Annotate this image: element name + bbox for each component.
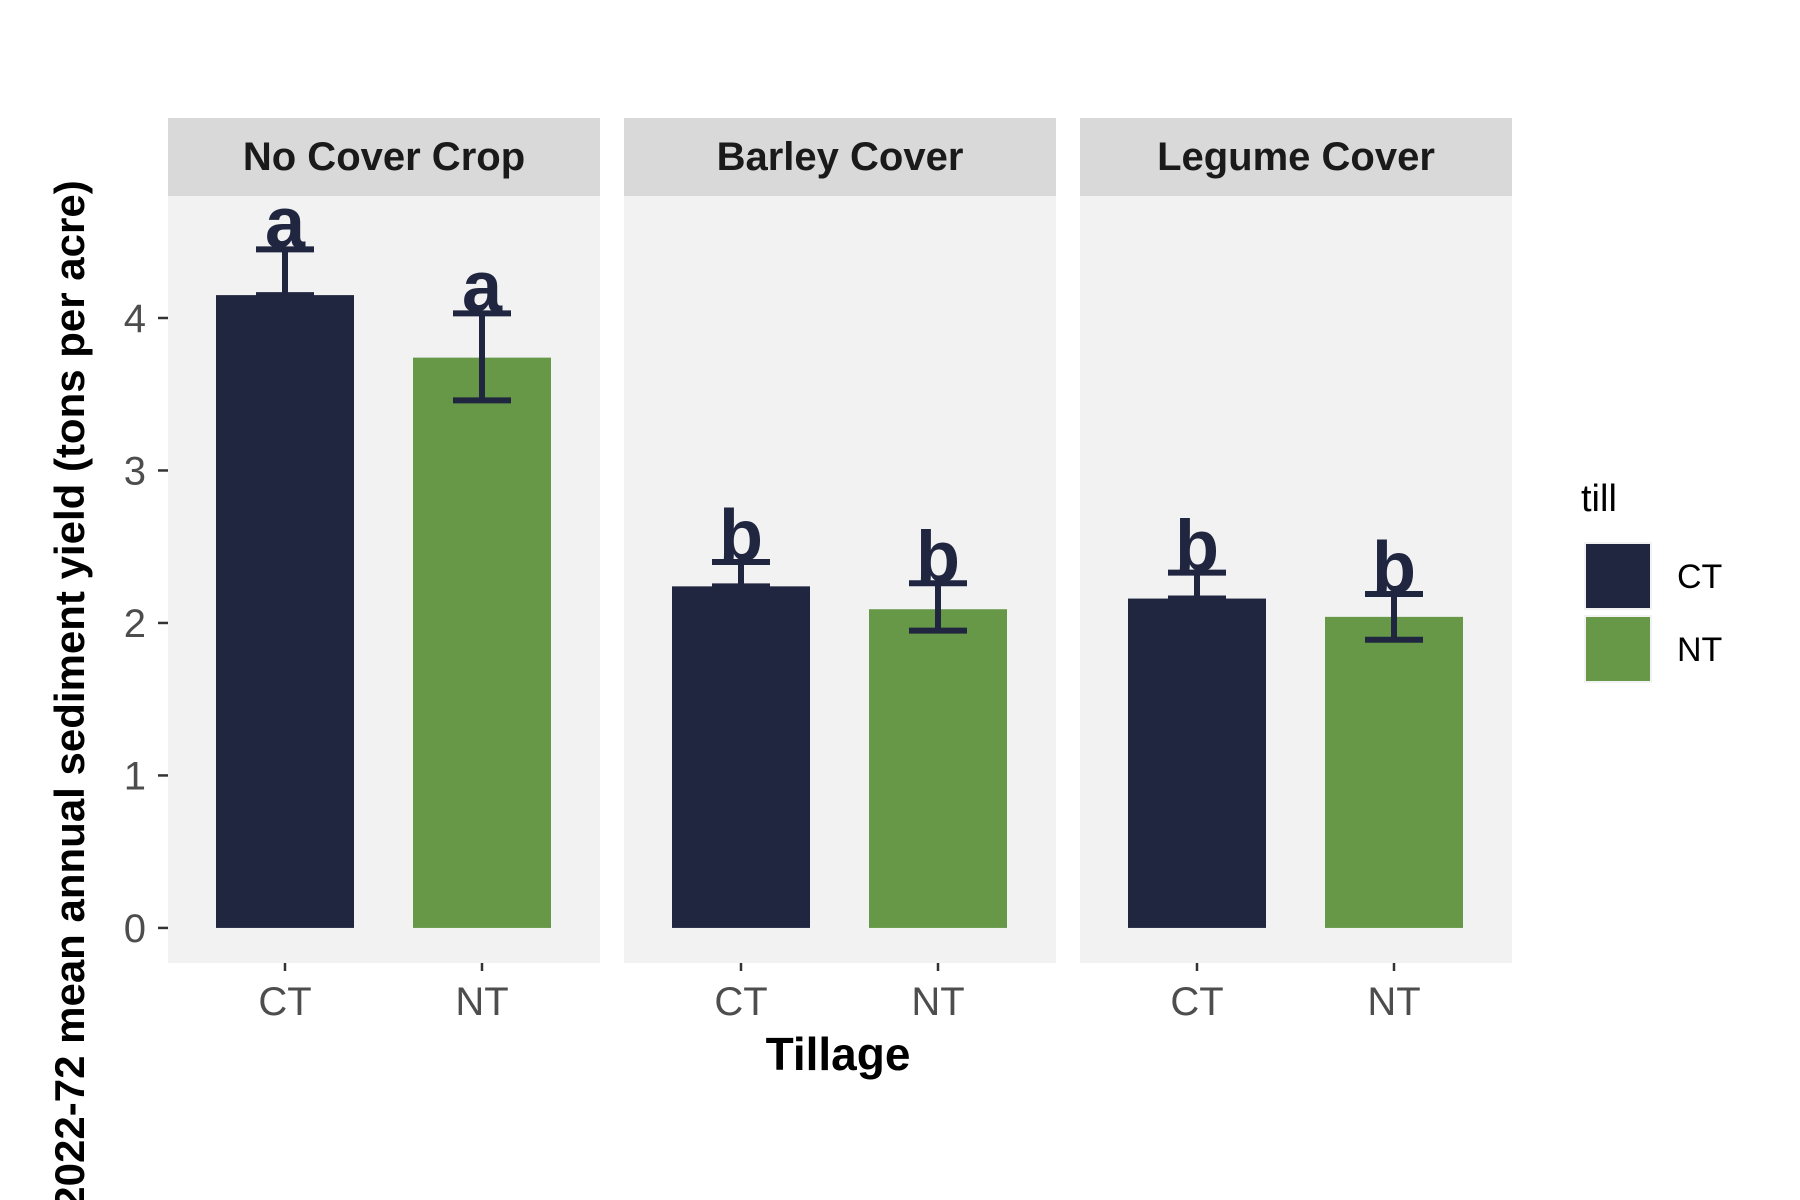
facet-strip: [624, 118, 1056, 196]
x-tick-label: CT: [258, 980, 311, 1024]
significance-letter: b: [1175, 507, 1219, 587]
significance-letter: b: [1372, 528, 1416, 608]
y-tick-label: 1: [124, 754, 146, 798]
facet-title: Legume Cover: [1157, 135, 1435, 179]
error-bar: [453, 310, 511, 404]
error-bar: [256, 246, 314, 299]
x-axis-label: Tillage: [766, 1028, 911, 1080]
bar: [869, 609, 1007, 928]
x-tick-label: CT: [1170, 980, 1223, 1024]
error-bar: [909, 580, 967, 634]
legend: till CT NT: [1581, 478, 1722, 683]
facet-strip: [168, 118, 600, 196]
facet-panel: Legume Cover b CT b NT: [1080, 118, 1512, 1024]
bar: [1325, 616, 1463, 928]
bar: [413, 357, 551, 928]
y-axis: 0 1 2 3 4: [124, 297, 168, 951]
y-tick-label: 4: [124, 297, 146, 341]
legend-label: NT: [1677, 631, 1722, 669]
x-tick-label: CT: [714, 980, 767, 1024]
significance-letter: a: [265, 183, 306, 263]
facet-strip: [1080, 118, 1512, 196]
bar: [216, 295, 354, 928]
error-bar: [1168, 569, 1226, 602]
bar: [672, 586, 810, 928]
x-tick-label: NT: [1367, 980, 1420, 1024]
legend-swatch: [1586, 617, 1650, 681]
significance-letter: b: [916, 517, 960, 597]
bar: [1128, 598, 1266, 928]
y-tick-label: 0: [124, 907, 146, 951]
legend-title: till: [1581, 478, 1617, 520]
significance-letter: b: [719, 496, 763, 576]
facet-title: Barley Cover: [717, 135, 964, 179]
y-tick-label: 2: [124, 602, 146, 646]
error-bar: [712, 558, 770, 590]
x-tick-label: NT: [455, 980, 508, 1024]
y-tick-label: 3: [124, 449, 146, 493]
significance-letter: a: [462, 247, 503, 327]
x-tick-label: NT: [911, 980, 964, 1024]
y-axis-label: 2022-72 mean annual sediment yield (tons…: [46, 180, 93, 1200]
legend-swatch: [1586, 544, 1650, 608]
facet-title: No Cover Crop: [243, 135, 525, 179]
legend-label: CT: [1677, 558, 1722, 596]
facet-panel: Barley Cover b CT b NT: [624, 118, 1056, 1024]
error-bar: [1365, 590, 1423, 643]
